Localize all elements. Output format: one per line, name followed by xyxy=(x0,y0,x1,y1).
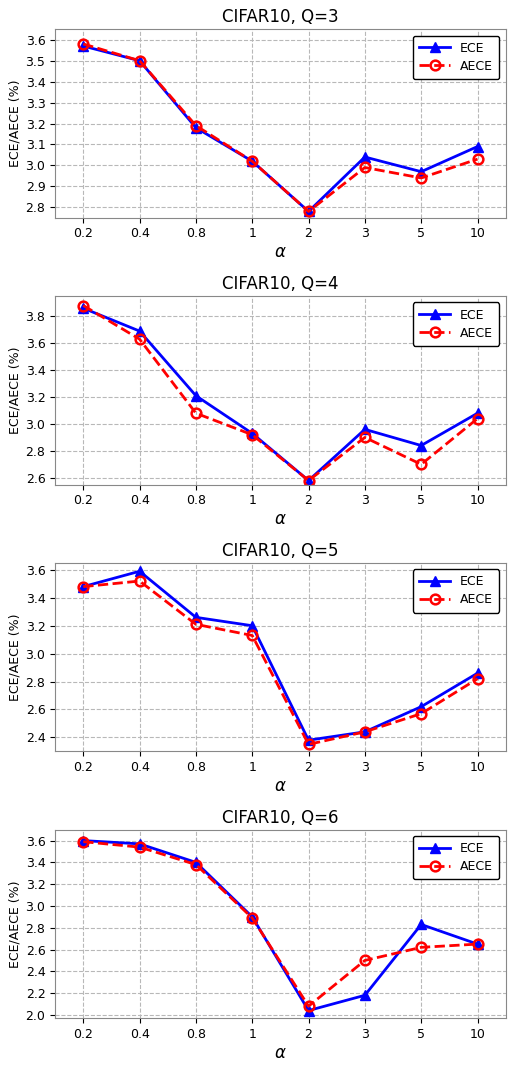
Y-axis label: ECE/AECE (%): ECE/AECE (%) xyxy=(8,347,22,434)
AECE xyxy=(193,617,199,630)
AECE xyxy=(137,55,143,67)
AECE xyxy=(418,458,424,471)
ECE xyxy=(418,700,424,713)
Title: CIFAR10, Q=4: CIFAR10, Q=4 xyxy=(222,275,339,293)
AECE xyxy=(80,300,86,312)
AECE xyxy=(474,153,481,166)
ECE xyxy=(305,474,311,487)
ECE xyxy=(80,302,86,315)
ECE xyxy=(474,140,481,153)
ECE xyxy=(418,439,424,452)
ECE xyxy=(249,620,255,632)
Legend: ECE, AECE: ECE, AECE xyxy=(413,836,500,880)
Legend: ECE, AECE: ECE, AECE xyxy=(413,35,500,79)
Line: ECE: ECE xyxy=(79,303,482,486)
AECE xyxy=(80,580,86,593)
Line: ECE: ECE xyxy=(79,41,482,216)
ECE xyxy=(362,725,368,738)
Line: AECE: AECE xyxy=(79,40,482,216)
Line: AECE: AECE xyxy=(79,837,482,1011)
Line: ECE: ECE xyxy=(79,836,482,1015)
ECE xyxy=(418,165,424,178)
Line: ECE: ECE xyxy=(79,566,482,745)
ECE xyxy=(193,611,199,624)
AECE xyxy=(193,119,199,132)
ECE xyxy=(137,838,143,851)
Y-axis label: ECE/AECE (%): ECE/AECE (%) xyxy=(8,80,22,167)
ECE xyxy=(80,40,86,52)
AECE xyxy=(80,836,86,849)
ECE xyxy=(305,734,311,747)
Legend: ECE, AECE: ECE, AECE xyxy=(413,303,500,346)
X-axis label: α: α xyxy=(275,243,286,261)
AECE xyxy=(362,725,368,738)
Title: CIFAR10, Q=3: CIFAR10, Q=3 xyxy=(222,9,339,27)
ECE xyxy=(137,324,143,337)
X-axis label: α: α xyxy=(275,777,286,795)
AECE xyxy=(474,937,481,950)
X-axis label: α: α xyxy=(275,1043,286,1061)
AECE xyxy=(305,205,311,218)
Legend: ECE, AECE: ECE, AECE xyxy=(413,569,500,613)
AECE xyxy=(249,428,255,441)
AECE xyxy=(362,162,368,174)
ECE xyxy=(193,389,199,402)
ECE xyxy=(474,667,481,679)
AECE xyxy=(418,171,424,184)
ECE xyxy=(474,407,481,419)
ECE xyxy=(193,121,199,134)
AECE xyxy=(305,999,311,1012)
AECE xyxy=(249,155,255,168)
AECE xyxy=(474,412,481,425)
ECE xyxy=(305,205,311,218)
ECE xyxy=(249,427,255,440)
AECE xyxy=(137,333,143,346)
ECE xyxy=(418,918,424,931)
ECE xyxy=(193,856,199,869)
Title: CIFAR10, Q=6: CIFAR10, Q=6 xyxy=(222,809,339,827)
AECE xyxy=(362,431,368,444)
ECE xyxy=(137,55,143,67)
AECE xyxy=(362,954,368,967)
AECE xyxy=(249,912,255,924)
AECE xyxy=(474,672,481,685)
Line: AECE: AECE xyxy=(79,576,482,749)
AECE xyxy=(305,738,311,751)
AECE xyxy=(193,407,199,419)
Y-axis label: ECE/AECE (%): ECE/AECE (%) xyxy=(8,613,22,701)
AECE xyxy=(305,474,311,487)
AECE xyxy=(137,841,143,854)
ECE xyxy=(137,565,143,578)
AECE xyxy=(193,858,199,871)
AECE xyxy=(80,37,86,50)
AECE xyxy=(418,941,424,953)
X-axis label: α: α xyxy=(275,510,286,529)
Title: CIFAR10, Q=5: CIFAR10, Q=5 xyxy=(222,541,339,560)
Y-axis label: ECE/AECE (%): ECE/AECE (%) xyxy=(8,881,22,967)
ECE xyxy=(362,151,368,164)
ECE xyxy=(305,1004,311,1016)
AECE xyxy=(249,629,255,642)
AECE xyxy=(418,707,424,720)
ECE xyxy=(249,155,255,168)
ECE xyxy=(249,911,255,923)
ECE xyxy=(80,835,86,847)
AECE xyxy=(137,575,143,587)
ECE xyxy=(80,580,86,593)
ECE xyxy=(362,989,368,1002)
ECE xyxy=(362,423,368,435)
ECE xyxy=(474,937,481,950)
Line: AECE: AECE xyxy=(79,301,482,486)
